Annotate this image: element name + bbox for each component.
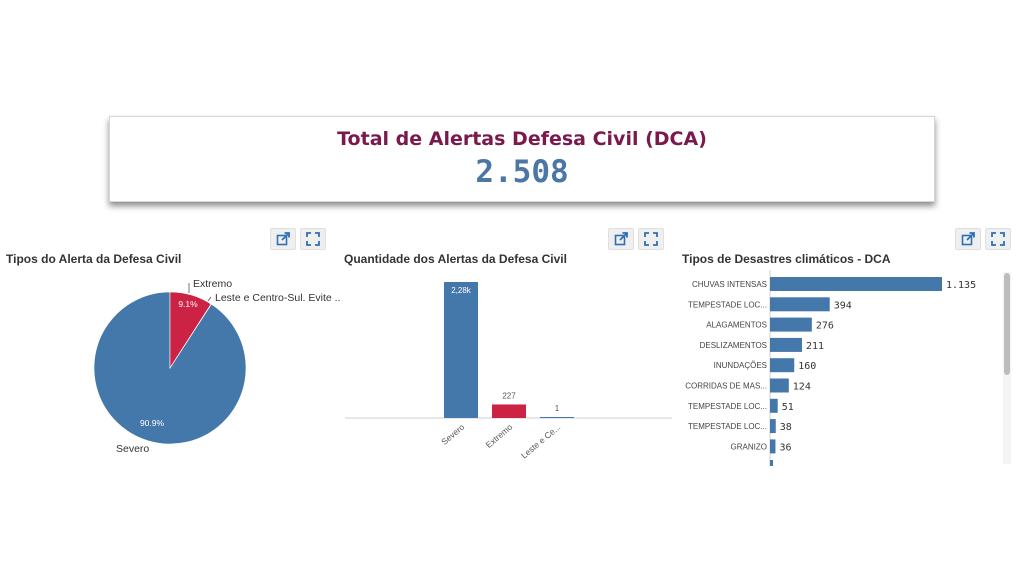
pie-export-button[interactable] (270, 228, 296, 250)
hbar-value-label: 36 (779, 442, 791, 453)
hbar-8[interactable] (770, 439, 776, 454)
bar-title: Quantidade dos Alertas da Defesa Civil (344, 252, 567, 266)
hbar-category-label: INUNDAÇÕES (714, 361, 767, 370)
bar-chart: 2,28k Severo 227 Extremo 1 Leste e Ce... (345, 282, 672, 461)
hbar-category-label: DESLIZAMENTOS (700, 341, 767, 350)
pie-slice-label: Leste e Centro-Sul. Evite ... (215, 292, 340, 304)
hbar-3[interactable] (770, 337, 802, 352)
hbar-2[interactable] (770, 317, 812, 332)
hbar-5[interactable] (770, 378, 789, 393)
hbar-category-label: GRANIZO (731, 442, 767, 451)
export-icon (276, 232, 290, 246)
hbar-category-label: TEMPESTADE LOC... (688, 422, 767, 431)
hbar-category-label: CHUVAS INTENSAS (692, 280, 767, 289)
kpi-title: Total de Alertas Defesa Civil (DCA) (337, 128, 707, 150)
expand-icon (306, 232, 320, 246)
pie-pct-label: 90.9% (140, 418, 165, 428)
expand-icon (644, 232, 658, 246)
hbar-value-label: 394 (834, 300, 852, 311)
bar-category-label: Extremo (484, 422, 515, 450)
hbar-category-label: ALAGAMENTOS (706, 321, 767, 330)
bar-value-label: 227 (502, 391, 516, 400)
hbar-category-label: TEMPESTADE LOC... (688, 300, 767, 309)
pie-expand-button[interactable] (300, 228, 326, 250)
bar-export-button[interactable] (608, 228, 634, 250)
pie-slice-label: Severo (116, 443, 149, 455)
expand-icon (991, 232, 1005, 246)
hbar-7[interactable] (770, 419, 776, 434)
bar-category-label: Leste e Ce... (519, 422, 562, 461)
hbar-value-label: 1.135 (946, 280, 976, 291)
bar-value-label: 1 (555, 404, 560, 413)
kpi-value: 2.508 (475, 154, 569, 190)
hbar-chart: CHUVAS INTENSAS 1.135 TEMPESTADE LOC... 394… (685, 270, 976, 466)
hbar-value-label: 124 (793, 382, 811, 393)
bar-category-label: Severo (439, 422, 466, 447)
hbar-value-label: 160 (798, 361, 816, 372)
scrollbar-thumb[interactable] (1004, 273, 1010, 375)
bar-0[interactable] (444, 282, 478, 418)
hbar-4[interactable] (770, 358, 795, 373)
hbar-value-label: 38 (780, 422, 792, 433)
pie-slice-2[interactable] (169, 303, 212, 369)
pie-slice-label: Extremo (193, 278, 232, 290)
pie-pct-label: 9.1% (178, 299, 198, 309)
hbar-category-label: CORRIDAS DE MAS... (685, 382, 767, 391)
hbar-value-label: 211 (806, 341, 824, 352)
hbar-export-button[interactable] (955, 228, 981, 250)
hbar-value-label: 276 (816, 321, 834, 332)
hbar-1[interactable] (770, 297, 830, 312)
bar-expand-button[interactable] (638, 228, 664, 250)
bar-2[interactable] (540, 417, 574, 418)
hbar-category-label: TEMPESTADE LOC... (688, 402, 767, 411)
hbar-title: Tipos de Desastres climáticos - DCA (682, 252, 891, 266)
export-icon (614, 232, 628, 246)
hbar-0[interactable] (770, 277, 942, 291)
pie-chart: 90.9% 9.1% Severo Extremo Leste e Centro-Sul… (93, 278, 340, 455)
bar-1[interactable] (492, 404, 526, 418)
hbar-value-label: 51 (782, 402, 794, 413)
hbar-peek (770, 460, 773, 466)
hbar-6[interactable] (770, 398, 778, 413)
bar-value-label: 2,28k (451, 286, 472, 295)
export-icon (961, 232, 975, 246)
pie-title: Tipos do Alerta da Defesa Civil (6, 252, 182, 266)
kpi-card: Total de Alertas Defesa Civil (DCA) 2.50… (109, 116, 935, 202)
hbar-expand-button[interactable] (985, 228, 1011, 250)
